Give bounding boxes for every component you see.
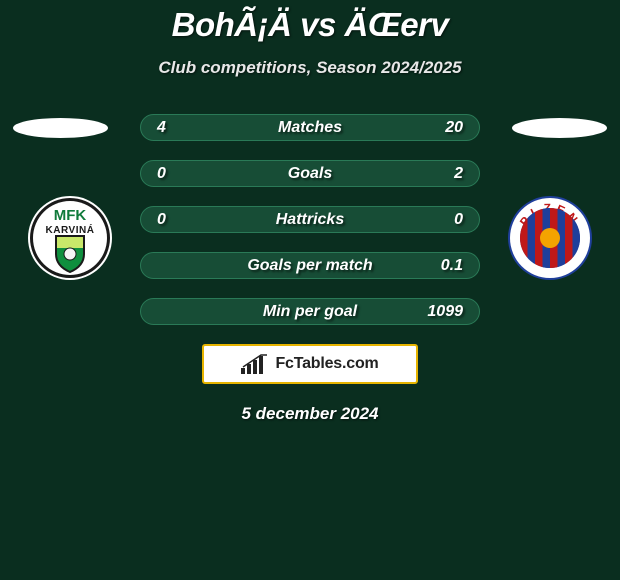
club-crest-right: PLZEN <box>500 196 600 280</box>
stat-pills: 4 Matches 20 0 Goals 2 0 Hattricks 0 Goa… <box>140 114 480 325</box>
brand-text: FcTables.com <box>275 355 378 373</box>
stat-row: Goals per match 0.1 <box>140 252 480 279</box>
stats-area: MFK KARVINÁ PLZEN <box>0 114 620 424</box>
stat-left-value: 4 <box>157 119 213 137</box>
accent-ellipse-left <box>13 118 108 138</box>
stat-row: 4 Matches 20 <box>140 114 480 141</box>
date-line: 5 december 2024 <box>0 404 620 424</box>
comparison-card: BohÃ¡Ä vs ÄŒerv Club competitions, Seaso… <box>0 0 620 424</box>
stat-right-value: 0.1 <box>407 257 463 275</box>
stat-left-value: 0 <box>157 165 213 183</box>
page-title: BohÃ¡Ä vs ÄŒerv <box>0 0 620 44</box>
stat-left-value: 0 <box>157 211 213 229</box>
accent-ellipse-right <box>512 118 607 138</box>
stat-right-value: 0 <box>407 211 463 229</box>
stat-row: 0 Hattricks 0 <box>140 206 480 233</box>
bar-chart-icon <box>241 354 269 374</box>
stat-row: 0 Goals 2 <box>140 160 480 187</box>
svg-text:KARVINÁ: KARVINÁ <box>46 223 95 236</box>
stat-right-value: 2 <box>407 165 463 183</box>
svg-text:MFK: MFK <box>54 207 87 224</box>
stat-right-value: 1099 <box>407 303 463 321</box>
subtitle: Club competitions, Season 2024/2025 <box>0 58 620 78</box>
stat-right-value: 20 <box>407 119 463 137</box>
stat-row: Min per goal 1099 <box>140 298 480 325</box>
brand-link[interactable]: FcTables.com <box>202 344 418 384</box>
club-crest-left: MFK KARVINÁ <box>20 196 120 280</box>
